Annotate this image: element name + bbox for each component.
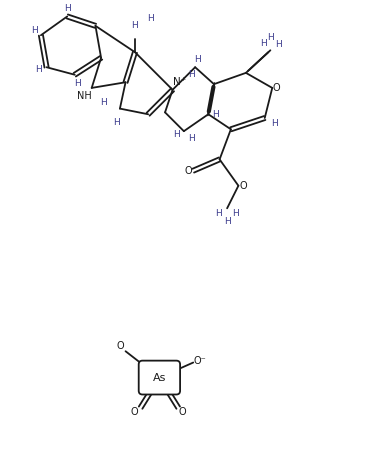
- Text: As: As: [153, 373, 166, 383]
- Text: H: H: [260, 39, 267, 48]
- Text: H: H: [267, 33, 274, 42]
- Text: O: O: [239, 181, 247, 191]
- Text: N⁺: N⁺: [174, 77, 187, 87]
- Text: H: H: [64, 4, 70, 13]
- FancyBboxPatch shape: [139, 360, 180, 394]
- Text: H: H: [275, 40, 282, 49]
- Text: H: H: [31, 26, 38, 35]
- Text: O⁻: O⁻: [194, 356, 207, 366]
- Text: H: H: [113, 118, 119, 127]
- Text: O: O: [185, 166, 193, 175]
- Text: H: H: [213, 110, 219, 119]
- Text: H: H: [216, 210, 222, 219]
- Text: H: H: [271, 119, 277, 128]
- Text: NH: NH: [77, 91, 92, 101]
- Text: H: H: [147, 14, 153, 23]
- Text: H: H: [188, 134, 195, 143]
- Text: H: H: [188, 70, 195, 79]
- Text: O: O: [116, 341, 124, 350]
- Text: H: H: [132, 21, 138, 30]
- Text: H: H: [35, 65, 42, 74]
- Text: H: H: [74, 79, 81, 88]
- Text: H: H: [194, 55, 200, 64]
- Text: H: H: [232, 210, 239, 219]
- Text: H: H: [224, 217, 230, 226]
- Text: O: O: [179, 407, 186, 417]
- Text: O: O: [130, 407, 138, 417]
- Text: O: O: [273, 83, 280, 93]
- Text: H: H: [173, 131, 180, 140]
- Text: H: H: [100, 98, 107, 107]
